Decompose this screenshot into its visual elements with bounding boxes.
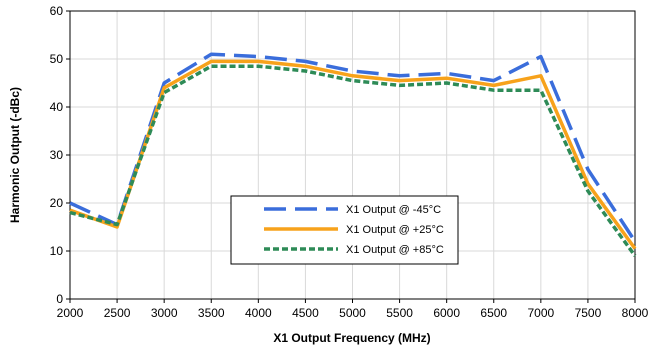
x-tick-label: 7000 [527, 306, 554, 320]
x-tick-label: 2500 [104, 306, 131, 320]
x-tick-label: 2000 [57, 306, 84, 320]
legend-label-1: X1 Output @ -45°C [346, 204, 441, 216]
x-axis-label: X1 Output Frequency (MHz) [273, 331, 430, 345]
y-tick-label: 10 [50, 244, 64, 258]
legend: X1 Output @ -45°C X1 Output @ +25°C X1 Out… [230, 195, 459, 265]
x-axis-ticks: 2000 2500 3000 3500 4000 4500 5000 5500 6000 6500… [57, 299, 649, 320]
x-tick-label: 5000 [339, 306, 366, 320]
x-tick-label: 4000 [245, 306, 272, 320]
legend-label-3: X1 Output @ +85°C [346, 244, 444, 256]
x-tick-label: 6500 [480, 306, 507, 320]
y-tick-label: 30 [50, 148, 64, 162]
x-tick-label: 8000 [622, 306, 649, 320]
y-tick-label: 0 [56, 292, 63, 306]
x-tick-label: 6000 [433, 306, 460, 320]
series-line-1 [69, 52, 637, 243]
y-axis-label: Harmonic Output (-dBc) [8, 87, 22, 223]
x-tick-label: 5500 [386, 306, 413, 320]
x-tick-label: 4500 [292, 306, 319, 320]
y-tick-label: 20 [50, 196, 64, 210]
x-tick-label: 3000 [151, 306, 178, 320]
y-tick-label: 60 [50, 4, 64, 18]
y-axis-ticks: 0 10 20 30 40 50 60 [50, 4, 70, 306]
x-tick-label: 7500 [575, 306, 602, 320]
y-tick-label: 50 [50, 52, 64, 66]
x-tick-label: 3500 [198, 306, 225, 320]
series-line-2 [69, 59, 637, 250]
series-lines [69, 52, 637, 257]
legend-label-2: X1 Output @ +25°C [346, 224, 444, 236]
y-tick-label: 40 [50, 100, 64, 114]
